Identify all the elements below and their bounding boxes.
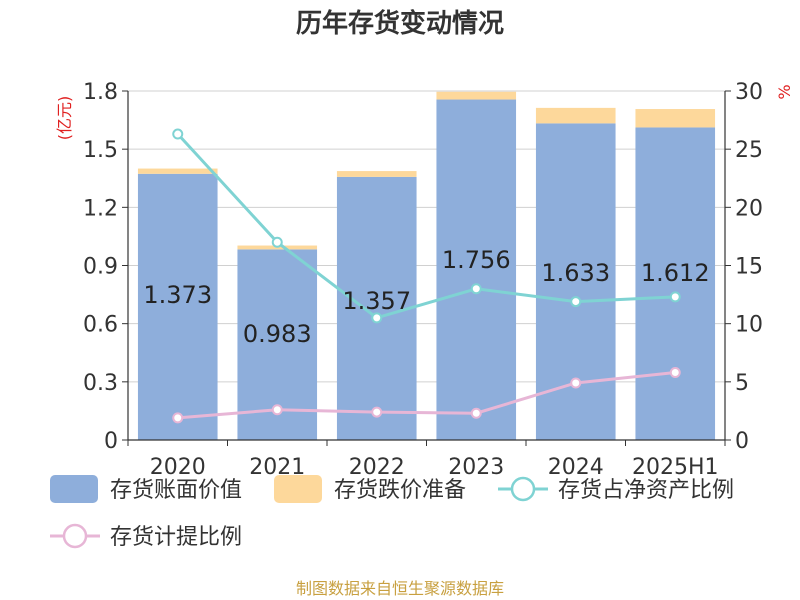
legend-swatch xyxy=(274,475,322,503)
point-net-asset-ratio xyxy=(470,283,482,295)
right-tick-label: 25 xyxy=(735,138,763,163)
right-tick-label: 5 xyxy=(735,371,749,396)
bar-impairment-reserve xyxy=(336,171,417,177)
x-tick-label: 2020 xyxy=(150,455,206,480)
left-tick-label: 1.8 xyxy=(83,80,118,105)
line-provision-ratio xyxy=(177,371,676,420)
right-tick-label: 20 xyxy=(735,196,763,221)
point-net-asset-ratio xyxy=(172,128,184,140)
lines xyxy=(172,128,681,424)
bar-value-label: 1.357 xyxy=(342,287,411,315)
legend-marker xyxy=(510,476,536,502)
bar-inventory-value xyxy=(336,176,417,441)
bar-inventory-value xyxy=(137,173,218,440)
legend-label: 存货占净资产比例 xyxy=(558,478,734,503)
legend-marker xyxy=(62,523,88,549)
right-axis-unit: % xyxy=(775,84,794,99)
grid xyxy=(128,90,725,441)
point-provision-ratio xyxy=(470,407,482,419)
bar-impairment-reserve xyxy=(535,107,616,124)
bar-inventory-value xyxy=(635,127,716,440)
point-net-asset-ratio xyxy=(271,236,283,248)
point-provision-ratio xyxy=(570,377,582,389)
x-tick-label: 2025H1 xyxy=(632,455,719,480)
point-provision-ratio xyxy=(669,367,681,379)
point-net-asset-ratio xyxy=(371,312,383,324)
left-tick-label: 0.6 xyxy=(83,313,118,338)
left-tick-label: 0.9 xyxy=(83,255,118,280)
data-labels: 1.373 0.983 1.357 1.756 1.633 1.612 xyxy=(143,246,709,348)
left-tick-label: 0 xyxy=(104,429,118,454)
bar-impairment-reserve xyxy=(137,168,218,174)
left-axis-unit: (亿元) xyxy=(55,96,74,141)
bar-impairment-reserve xyxy=(635,109,716,128)
chart-title: 历年存货变动情况 xyxy=(296,8,504,39)
right-tick-label: 30 xyxy=(735,80,763,105)
right-tick-label: 15 xyxy=(735,255,763,280)
left-tick-label: 0.3 xyxy=(83,371,118,396)
bar-value-label: 1.633 xyxy=(541,259,610,287)
point-net-asset-ratio xyxy=(570,296,582,308)
legend-label: 存货跌价准备 xyxy=(334,478,466,503)
left-tick-label: 1.2 xyxy=(83,196,118,221)
bars xyxy=(137,91,716,441)
x-tick-label: 2023 xyxy=(448,455,504,480)
left-tick-label: 1.5 xyxy=(83,138,118,163)
legend-label: 存货计提比例 xyxy=(110,525,242,550)
x-tick-label: 2024 xyxy=(548,455,604,480)
bar-impairment-reserve xyxy=(436,91,517,100)
legend-label: 存货账面价值 xyxy=(110,478,242,503)
bar-value-label: 0.983 xyxy=(243,320,312,348)
bar-value-label: 1.612 xyxy=(641,259,710,287)
bar-value-label: 1.756 xyxy=(442,246,511,274)
line-net-asset-ratio xyxy=(176,133,676,320)
bar-value-label: 1.373 xyxy=(143,281,212,309)
right-tick-label: 0 xyxy=(735,429,749,454)
source-note: 制图数据来自恒生聚源数据库 xyxy=(296,579,504,598)
right-tick-label: 10 xyxy=(735,313,763,338)
legend-swatch xyxy=(50,475,98,503)
bar-inventory-value xyxy=(436,99,517,440)
x-tick-label: 2022 xyxy=(349,455,405,480)
point-provision-ratio xyxy=(371,406,383,418)
point-provision-ratio xyxy=(271,404,283,416)
point-provision-ratio xyxy=(172,412,184,424)
point-net-asset-ratio xyxy=(669,291,681,303)
